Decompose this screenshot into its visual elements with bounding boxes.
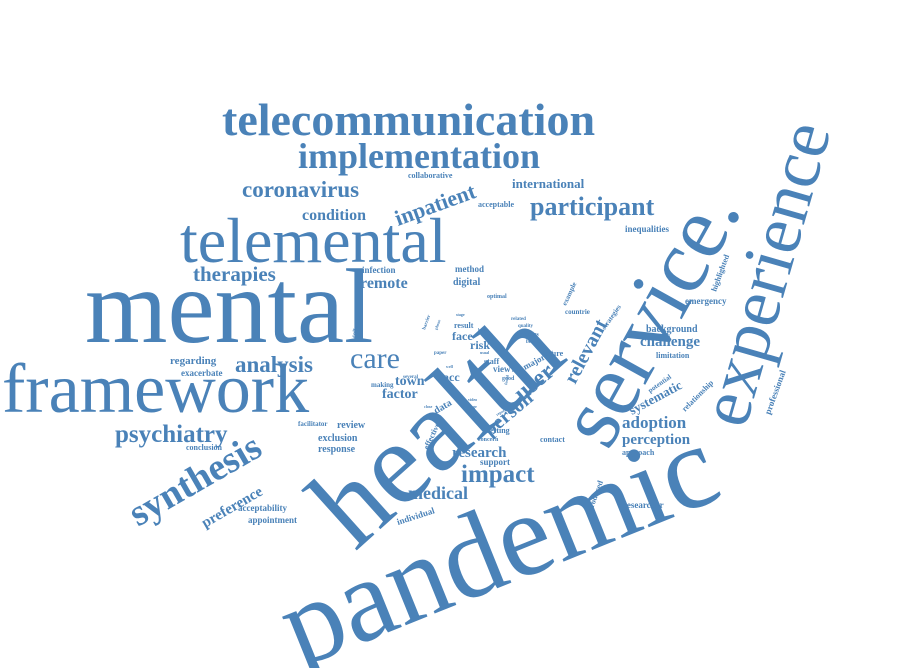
word-acceptable: acceptable [478, 200, 514, 209]
word-staff: staff [484, 357, 499, 366]
word-collaborative: collaborative [408, 171, 453, 180]
word-researcher: researcher [623, 500, 664, 510]
word-challenge: challenge [640, 334, 700, 350]
word-example: example [561, 281, 579, 307]
word-benefit: benefit [526, 340, 541, 345]
word-condition: condition [302, 207, 366, 224]
word-face: face [452, 329, 473, 343]
word-analysis: analysis [235, 352, 313, 377]
word-result: result [454, 321, 474, 330]
word-well: well [446, 364, 454, 369]
word-contact: contact [540, 435, 565, 444]
word-support: support [480, 457, 510, 467]
word-digital: digital [453, 277, 480, 288]
word-conclusion: conclusion [186, 443, 223, 452]
word-limitation: limitation [656, 351, 690, 360]
word-facilitator: facilitator [298, 420, 328, 428]
word-exclusion: exclusion [318, 433, 358, 444]
word-exacerbate: exacerbate [181, 368, 222, 378]
word-regarding: regarding [170, 355, 217, 367]
word-perception: perception [622, 432, 691, 448]
word-international: international [512, 176, 585, 191]
word-mental: mental [85, 248, 373, 365]
word-quality: quality [518, 324, 534, 329]
word-background: background [646, 324, 698, 335]
word-making: making [371, 381, 394, 389]
word-concern: concern [478, 437, 499, 443]
word-care: care [350, 342, 400, 375]
word-barrier: barrier [422, 314, 432, 331]
word-review: review [337, 420, 366, 431]
word-emergency: emergency [685, 296, 727, 306]
word-usual: usual [480, 350, 490, 355]
word-risk: risk [470, 338, 490, 352]
word-stage: stage [456, 312, 465, 317]
word-coronavirus: coronavirus [242, 177, 359, 202]
word-method: method [455, 264, 484, 274]
word-found: found [503, 374, 510, 385]
word-better: better [478, 327, 488, 332]
word-report: report [495, 407, 507, 417]
word-therapies: therapies [193, 262, 276, 286]
word-theory: theory [512, 368, 523, 373]
word-good: good [502, 376, 515, 382]
word-optimal: optimal [487, 294, 507, 300]
word-view: view [493, 364, 511, 374]
word-infection: infection [362, 265, 396, 275]
word-adoption: adoption [622, 413, 687, 432]
word-research: research [452, 445, 507, 461]
word-telemental: telemental [180, 205, 447, 276]
word-future: future [542, 349, 564, 358]
word-appointment: appointment [248, 515, 297, 525]
word-framework: framework [2, 351, 309, 428]
word-acceptability: acceptability [238, 503, 287, 513]
word-telecommunication: telecommunication [222, 94, 595, 145]
word-town: town [395, 374, 425, 389]
word-impact: impact [461, 461, 535, 488]
word-medical: medical [408, 483, 468, 503]
word-phone: phone [433, 319, 441, 331]
word-setting: setting [487, 426, 510, 435]
word-countrie: countrie [565, 308, 590, 316]
word-participant: participant [530, 192, 655, 221]
word-several: several [403, 375, 419, 380]
word-related: related [511, 317, 526, 322]
word-acc: acc [443, 370, 460, 384]
word-implementation: implementation [298, 136, 540, 176]
word-remote: remote [360, 275, 408, 292]
word-approach: approach [622, 448, 655, 457]
word-factor: factor [382, 387, 418, 402]
word-inequalities: inequalities [625, 224, 670, 234]
word-range: range [467, 404, 477, 409]
word-close: close [424, 404, 432, 409]
word-video: video [468, 397, 477, 402]
word-psychiatry: psychiatry [115, 421, 228, 448]
word-response: response [318, 444, 356, 455]
word-studies: studies [521, 332, 539, 338]
word-paper: paper [434, 351, 447, 356]
